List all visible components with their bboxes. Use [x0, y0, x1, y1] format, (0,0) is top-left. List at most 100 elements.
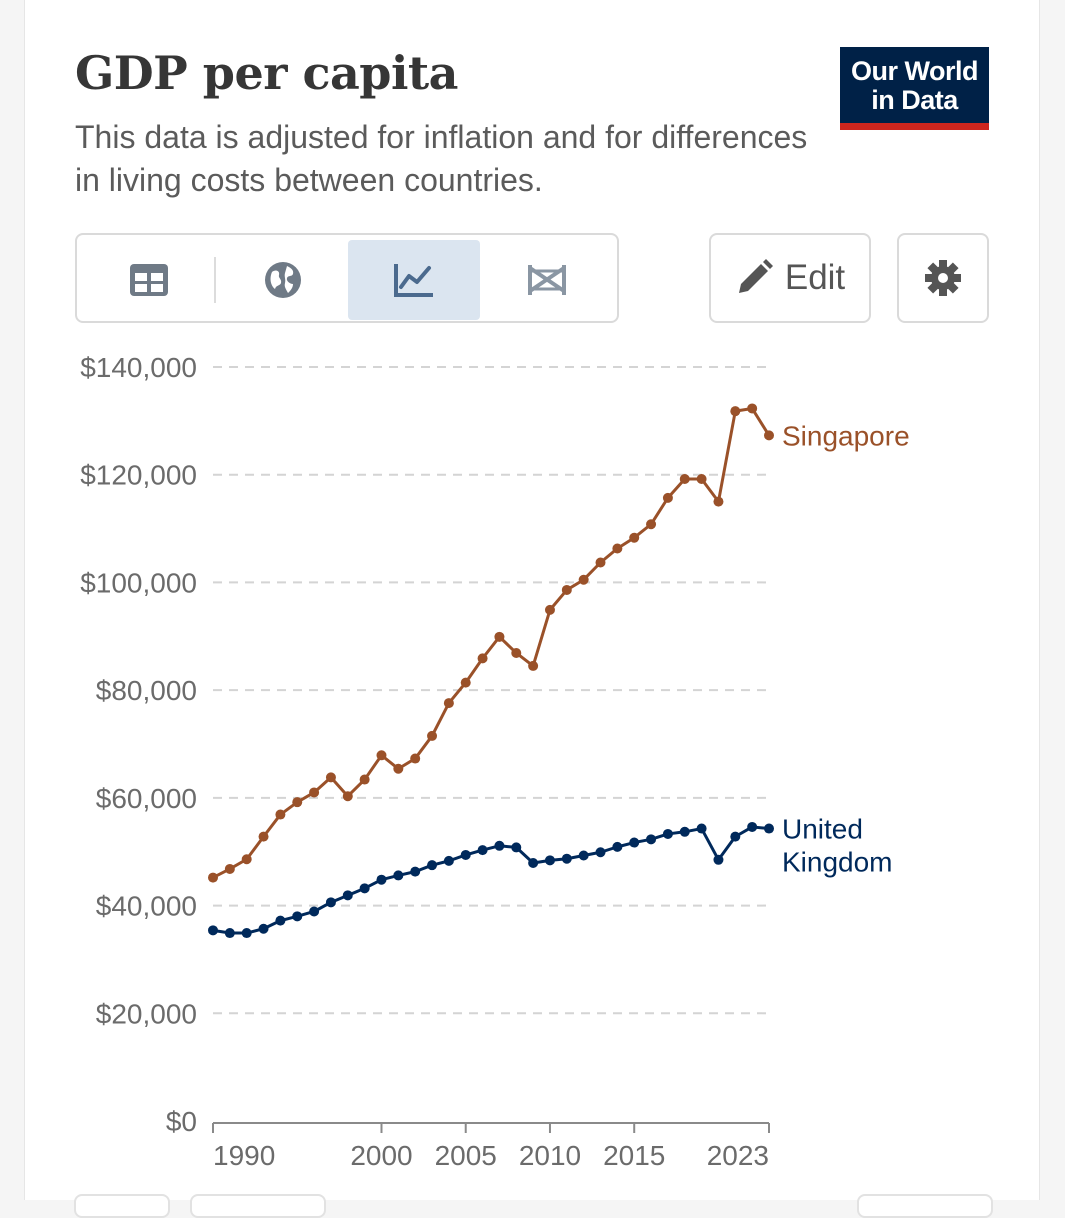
- data-point[interactable]: [747, 403, 758, 414]
- settings-button[interactable]: [897, 233, 989, 323]
- data-point[interactable]: [427, 730, 438, 741]
- data-point[interactable]: [511, 842, 522, 853]
- series-label: United: [782, 814, 863, 845]
- data-point[interactable]: [595, 847, 606, 858]
- data-point[interactable]: [528, 858, 539, 869]
- data-point[interactable]: [275, 809, 286, 820]
- tab-slope[interactable]: [481, 240, 613, 320]
- footer-tab-stub: [190, 1194, 326, 1218]
- data-point[interactable]: [612, 841, 623, 852]
- y-tick-label: $20,000: [96, 998, 197, 1029]
- data-point[interactable]: [578, 574, 589, 585]
- data-point[interactable]: [460, 849, 471, 860]
- data-point[interactable]: [764, 430, 774, 441]
- data-point[interactable]: [258, 831, 269, 842]
- data-point[interactable]: [747, 821, 758, 832]
- tab-divider: [214, 257, 216, 303]
- y-tick-label: $60,000: [96, 783, 197, 814]
- y-tick-label: $40,000: [96, 891, 197, 922]
- data-point[interactable]: [662, 492, 673, 503]
- pencil-icon: [738, 259, 773, 293]
- data-point[interactable]: [208, 872, 218, 883]
- data-point[interactable]: [292, 911, 303, 922]
- data-point[interactable]: [629, 532, 640, 543]
- globe-icon: [265, 262, 301, 298]
- series-line-united-kingdom[interactable]: [212, 825, 770, 935]
- data-point[interactable]: [427, 860, 438, 871]
- data-point[interactable]: [561, 853, 572, 864]
- data-point[interactable]: [494, 631, 505, 642]
- data-point[interactable]: [696, 474, 707, 485]
- data-point[interactable]: [578, 850, 589, 861]
- data-point[interactable]: [477, 653, 488, 664]
- data-point[interactable]: [208, 925, 218, 936]
- data-point[interactable]: [730, 406, 741, 417]
- data-point[interactable]: [342, 791, 353, 802]
- data-point[interactable]: [393, 870, 404, 881]
- data-point[interactable]: [561, 584, 572, 595]
- data-point[interactable]: [224, 928, 235, 939]
- data-point[interactable]: [258, 923, 269, 934]
- chart-card: [24, 0, 1040, 1200]
- data-point[interactable]: [241, 854, 252, 865]
- data-point[interactable]: [646, 519, 657, 530]
- data-point[interactable]: [359, 774, 370, 785]
- gear-icon: [925, 260, 961, 296]
- owid-logo[interactable]: Our World in Data: [840, 47, 989, 130]
- data-point[interactable]: [376, 874, 387, 885]
- data-point[interactable]: [629, 837, 640, 848]
- data-point[interactable]: [696, 823, 707, 834]
- data-point[interactable]: [544, 604, 555, 615]
- data-point[interactable]: [511, 647, 522, 658]
- tab-table[interactable]: [83, 240, 215, 320]
- data-point[interactable]: [443, 698, 454, 709]
- data-point[interactable]: [224, 863, 235, 874]
- y-tick-label: $0: [166, 1106, 197, 1137]
- tab-chart[interactable]: [348, 240, 480, 320]
- series-lines: [208, 403, 774, 939]
- data-point[interactable]: [494, 840, 505, 851]
- data-point[interactable]: [410, 866, 421, 877]
- data-point[interactable]: [275, 915, 286, 926]
- data-point[interactable]: [646, 834, 657, 845]
- data-point[interactable]: [443, 855, 454, 866]
- data-point[interactable]: [679, 826, 690, 837]
- data-point[interactable]: [662, 828, 673, 839]
- data-point[interactable]: [544, 855, 555, 866]
- data-point[interactable]: [410, 753, 421, 764]
- x-axis: 1990 2000 2005 2010 2015 2023: [212, 1122, 770, 1171]
- data-point[interactable]: [730, 831, 741, 842]
- chart-subtitle: This data is adjusted for inflation and …: [75, 119, 808, 198]
- data-point[interactable]: [292, 797, 303, 808]
- data-point[interactable]: [309, 906, 320, 917]
- data-point[interactable]: [325, 772, 336, 783]
- series-line-singapore[interactable]: [212, 406, 771, 879]
- data-point[interactable]: [595, 557, 606, 568]
- data-point[interactable]: [342, 890, 353, 901]
- data-point[interactable]: [376, 750, 387, 761]
- edit-button-label: Edit: [784, 258, 846, 297]
- slope-chart-icon: [528, 265, 566, 295]
- logo-line-2: in Data: [871, 85, 958, 115]
- data-point[interactable]: [477, 845, 488, 856]
- x-tick-label: 1990: [213, 1140, 275, 1171]
- data-point[interactable]: [460, 677, 471, 688]
- data-point[interactable]: [612, 543, 623, 554]
- data-point[interactable]: [393, 763, 404, 774]
- data-point[interactable]: [764, 823, 774, 834]
- data-point[interactable]: [713, 854, 724, 865]
- tab-map[interactable]: [217, 240, 349, 320]
- data-point[interactable]: [309, 787, 320, 798]
- series-label: Kingdom: [782, 847, 893, 878]
- data-point[interactable]: [325, 897, 336, 908]
- footer-tab-stub: [74, 1194, 170, 1218]
- data-point[interactable]: [713, 496, 724, 507]
- data-point[interactable]: [679, 474, 690, 485]
- edit-button[interactable]: Edit: [709, 233, 871, 323]
- data-point[interactable]: [359, 883, 370, 894]
- data-point[interactable]: [528, 660, 539, 671]
- series-label: Singapore: [782, 420, 910, 451]
- data-point[interactable]: [241, 928, 252, 939]
